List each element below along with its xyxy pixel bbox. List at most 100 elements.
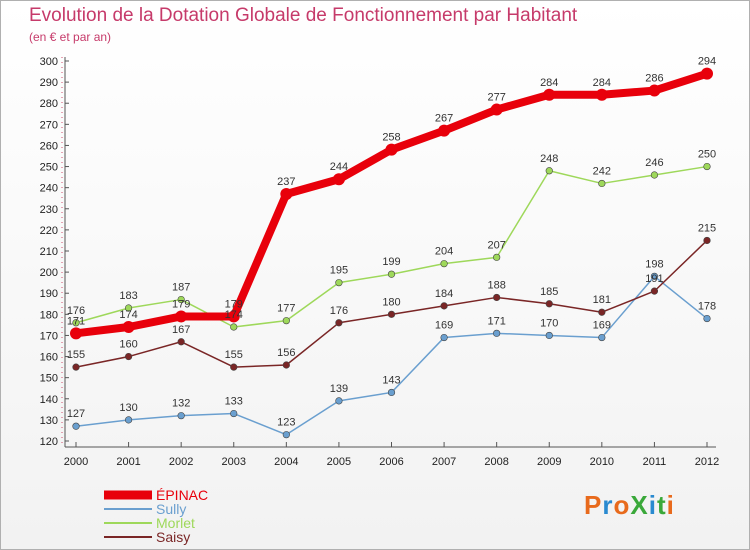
data-label-saisy: 155 [67, 349, 85, 361]
data-point-epinac [490, 103, 503, 116]
x-tick-label: 2007 [432, 456, 456, 468]
y-tick-label: 150 [40, 373, 58, 385]
data-label-epinac: 284 [540, 77, 558, 89]
legend-label-morlet: Morlet [156, 515, 195, 531]
data-point-saisy [282, 361, 290, 369]
data-point-sully [703, 314, 711, 323]
data-point-morlet [440, 260, 448, 268]
x-tick-label: 2005 [327, 456, 351, 468]
data-label-sully: 171 [487, 315, 505, 327]
data-label-epinac: 237 [277, 176, 295, 188]
data-point-morlet [72, 319, 80, 327]
data-point-epinac [701, 67, 713, 80]
y-tick-label: 300 [40, 56, 58, 68]
y-tick-label: 260 [40, 140, 58, 152]
data-point-sully [387, 388, 396, 397]
data-label-epinac: 294 [698, 56, 716, 68]
data-point-epinac [175, 310, 188, 323]
data-label-epinac: 258 [382, 132, 400, 144]
logo-letter: i [666, 490, 675, 520]
logo-letter: o [613, 490, 631, 520]
data-label-saisy: 188 [487, 279, 505, 291]
y-tick-label: 250 [40, 162, 58, 174]
data-point-morlet [545, 167, 553, 175]
data-label-sully: 198 [645, 258, 663, 270]
y-tick-label: 200 [40, 267, 58, 279]
data-label-morlet: 250 [698, 149, 716, 161]
x-tick-label: 2004 [274, 456, 298, 468]
data-label-sully: 132 [172, 398, 190, 410]
x-tick-label: 2002 [169, 456, 193, 468]
legend-label-epinac: ÉPINAC [156, 487, 208, 503]
data-label-sully: 178 [698, 301, 716, 313]
data-point-saisy [387, 310, 396, 318]
chart-axes: 120 130 140 150 160 170 180 190 200 210 220 230 240 2… [40, 56, 720, 468]
data-point-saisy [545, 300, 553, 308]
data-point-morlet [598, 179, 606, 188]
data-point-epinac [385, 143, 398, 156]
data-label-saisy: 160 [119, 339, 137, 351]
x-tick-label: 2000 [64, 456, 88, 468]
data-label-morlet: 176 [67, 305, 85, 317]
data-label-epinac: 171 [67, 315, 85, 327]
data-label-sully: 123 [277, 417, 295, 429]
data-label-epinac: 179 [172, 298, 190, 310]
data-label-sully: 169 [435, 320, 453, 332]
data-point-epinac [543, 88, 556, 101]
data-point-saisy [124, 352, 133, 361]
data-point-sully [124, 416, 133, 424]
series-line-epinac [72, 69, 711, 338]
data-label-sully: 133 [225, 396, 243, 408]
data-point-saisy [650, 287, 659, 295]
data-point-saisy [598, 308, 606, 316]
x-tick-label: 2003 [222, 456, 246, 468]
data-point-epinac [648, 84, 661, 97]
y-tick-label: 130 [40, 415, 58, 427]
data-point-epinac [122, 321, 135, 333]
data-point-saisy [703, 236, 711, 245]
logo-letter: t [656, 490, 667, 520]
data-label-epinac: 286 [645, 73, 663, 85]
chart-subtitle: (en € et par an) [29, 30, 112, 44]
data-point-morlet [124, 304, 133, 312]
data-point-sully [282, 431, 290, 439]
data-point-sully [545, 331, 553, 340]
y-tick-label: 290 [40, 77, 58, 89]
x-tick-label: 2006 [379, 456, 403, 468]
data-point-sully [230, 409, 238, 418]
data-point-saisy [177, 338, 185, 346]
data-label-morlet: 242 [593, 165, 611, 177]
data-label-morlet: 248 [540, 153, 558, 165]
data-label-saisy: 156 [277, 347, 295, 359]
data-label-morlet: 174 [225, 309, 243, 321]
data-label-saisy: 215 [698, 222, 716, 234]
data-point-morlet [230, 323, 238, 331]
data-label-saisy: 191 [645, 273, 663, 285]
data-label-sully: 170 [540, 317, 558, 329]
x-tick-label: 2012 [695, 456, 719, 468]
logo-letter: X [630, 490, 649, 520]
x-tick-label: 2011 [643, 456, 667, 468]
data-label-sully: 169 [593, 320, 611, 332]
data-label-saisy: 181 [593, 294, 611, 306]
legend-label-saisy: Saisy [156, 529, 190, 545]
data-point-epinac [70, 327, 82, 340]
data-label-epinac: 179 [225, 298, 243, 310]
logo-letter: P [584, 490, 603, 520]
data-point-sully [440, 333, 448, 342]
data-point-sully [335, 397, 343, 405]
data-point-morlet [493, 253, 501, 261]
proxiti-logo: ProXiti [584, 490, 675, 521]
data-point-epinac [332, 173, 345, 186]
data-point-morlet [335, 279, 343, 287]
data-label-sully: 127 [67, 408, 85, 420]
data-point-morlet [177, 295, 185, 304]
x-tick-label: 2008 [484, 456, 508, 468]
data-label-morlet: 183 [119, 290, 137, 302]
data-label-morlet: 177 [277, 303, 295, 315]
data-point-morlet [387, 270, 396, 278]
data-point-morlet [282, 317, 290, 325]
data-label-saisy: 185 [540, 286, 558, 298]
data-point-epinac [595, 88, 608, 101]
